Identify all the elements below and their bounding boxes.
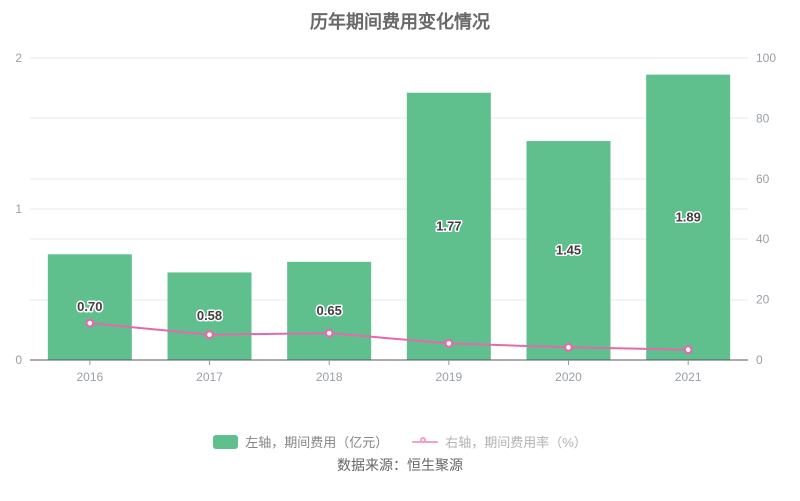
bar-label-2018: 0.65 bbox=[317, 303, 342, 318]
y-right-label-40: 40 bbox=[756, 232, 770, 246]
line-series-swatch-icon bbox=[412, 435, 439, 449]
rate-point-2020[interactable] bbox=[563, 342, 573, 352]
y-left-label-0: 0 bbox=[15, 353, 22, 367]
rate-point-2016[interactable] bbox=[85, 318, 95, 328]
x-label-2020: 2020 bbox=[555, 370, 582, 384]
rate-point-2018[interactable] bbox=[324, 328, 334, 338]
x-label-2021: 2021 bbox=[675, 370, 702, 384]
bar-series-swatch-icon bbox=[213, 434, 239, 449]
data-source-caption: 数据来源：恒生聚源 bbox=[337, 457, 463, 473]
rate-point-2019[interactable] bbox=[444, 338, 454, 348]
x-label-2018: 2018 bbox=[316, 370, 343, 384]
y-right-label-80: 80 bbox=[756, 111, 770, 125]
rate-point-2017[interactable] bbox=[205, 330, 215, 340]
chart-title: 历年期间费用变化情况 bbox=[310, 12, 490, 32]
y-left-label-2: 2 bbox=[15, 51, 22, 65]
x-label-2019: 2019 bbox=[435, 370, 462, 384]
legend-label-expense: 左轴，期间费用（亿元） bbox=[245, 435, 389, 450]
y-right-label-20: 20 bbox=[756, 293, 770, 307]
x-label-2017: 2017 bbox=[196, 370, 223, 384]
y-right-label-0: 0 bbox=[756, 353, 763, 367]
bar-2019[interactable] bbox=[406, 92, 491, 360]
legend-label-rate: 右轴，期间费用率（%） bbox=[445, 435, 587, 450]
rate-line bbox=[89, 322, 689, 351]
bar-label-2019: 1.77 bbox=[436, 218, 461, 233]
bar-2021[interactable] bbox=[646, 74, 731, 361]
chart-canvas: 0.70 0.58 0.65 1.77 1.45 1.89 2016 2017 2018 2019… bbox=[15, 51, 776, 384]
bar-label-2016: 0.70 bbox=[77, 299, 102, 314]
bar-label-2020: 1.45 bbox=[556, 243, 581, 258]
rate-point-2021[interactable] bbox=[683, 345, 693, 355]
y-right-label-60: 60 bbox=[756, 172, 770, 186]
legend: 左轴，期间费用（亿元） 右轴，期间费用率（%） bbox=[0, 432, 800, 451]
line-swatch-ring-icon bbox=[420, 436, 427, 443]
y-left-label-1: 1 bbox=[15, 202, 22, 216]
y-right-label-100: 100 bbox=[756, 51, 776, 65]
bar-2020[interactable] bbox=[526, 141, 611, 360]
bar-label-2017: 0.58 bbox=[197, 308, 222, 323]
x-label-2016: 2016 bbox=[76, 370, 103, 384]
legend-item-expense-bar[interactable]: 左轴，期间费用（亿元） bbox=[213, 432, 388, 451]
bar-2017[interactable] bbox=[167, 272, 252, 360]
bar-2016[interactable] bbox=[47, 254, 132, 360]
bar-label-2021: 1.89 bbox=[676, 209, 701, 224]
bar-2018[interactable] bbox=[287, 261, 372, 360]
legend-item-rate-line[interactable]: 右轴，期间费用率（%） bbox=[412, 432, 587, 451]
